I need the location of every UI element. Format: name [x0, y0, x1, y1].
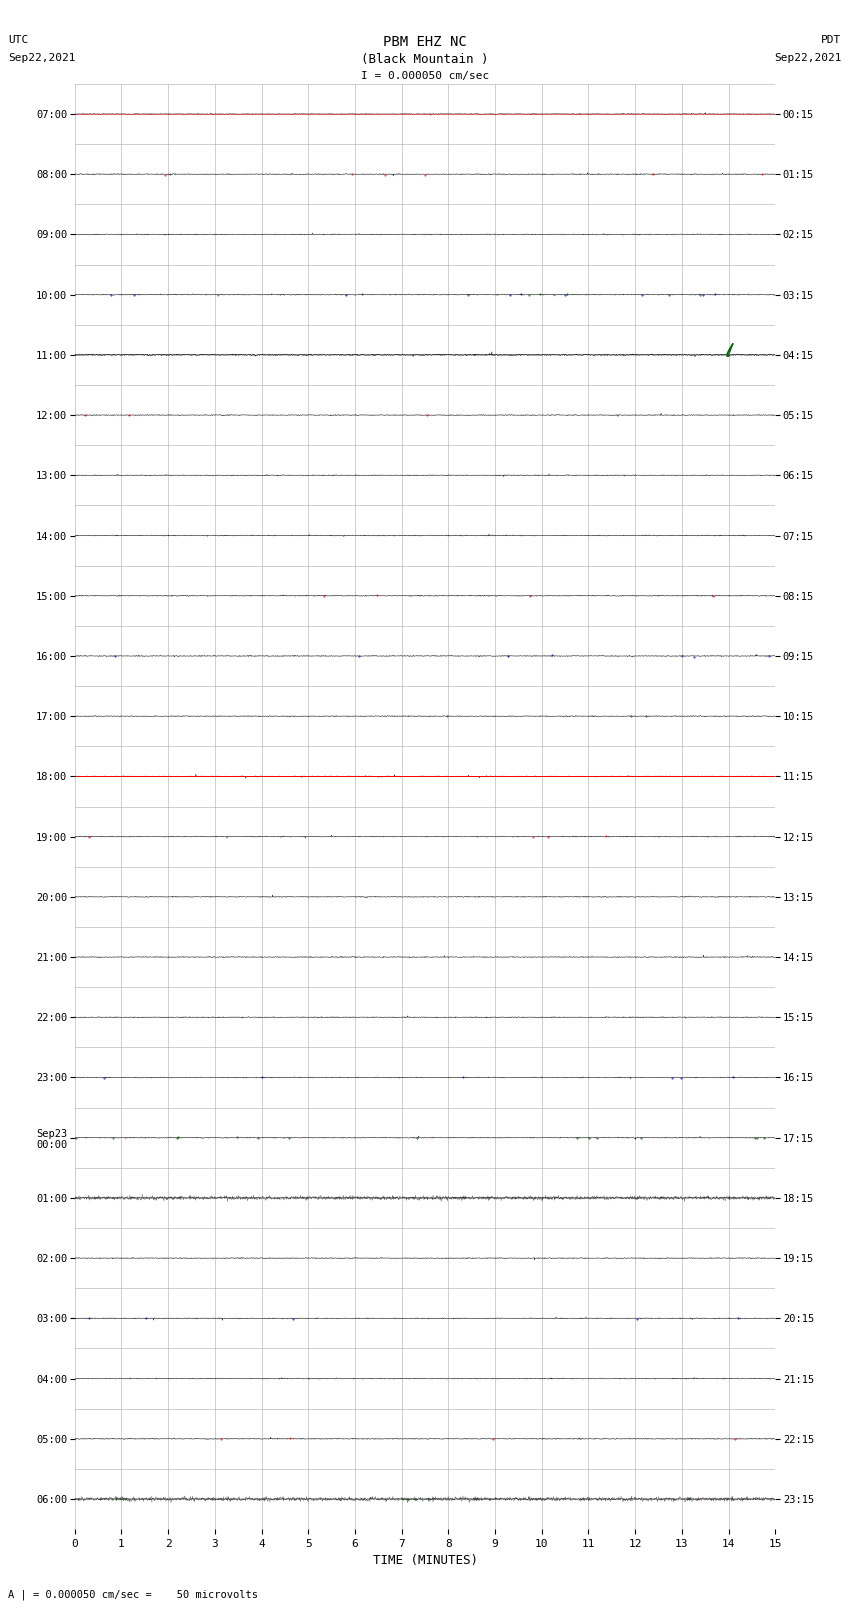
Text: PDT: PDT	[821, 35, 842, 45]
Text: Sep22,2021: Sep22,2021	[774, 53, 842, 63]
Text: PBM EHZ NC: PBM EHZ NC	[383, 35, 467, 50]
X-axis label: TIME (MINUTES): TIME (MINUTES)	[372, 1555, 478, 1568]
Text: (Black Mountain ): (Black Mountain )	[361, 53, 489, 66]
Text: UTC: UTC	[8, 35, 29, 45]
Text: I = 0.000050 cm/sec: I = 0.000050 cm/sec	[361, 71, 489, 81]
Text: A | = 0.000050 cm/sec =    50 microvolts: A | = 0.000050 cm/sec = 50 microvolts	[8, 1589, 258, 1600]
Text: Sep22,2021: Sep22,2021	[8, 53, 76, 63]
